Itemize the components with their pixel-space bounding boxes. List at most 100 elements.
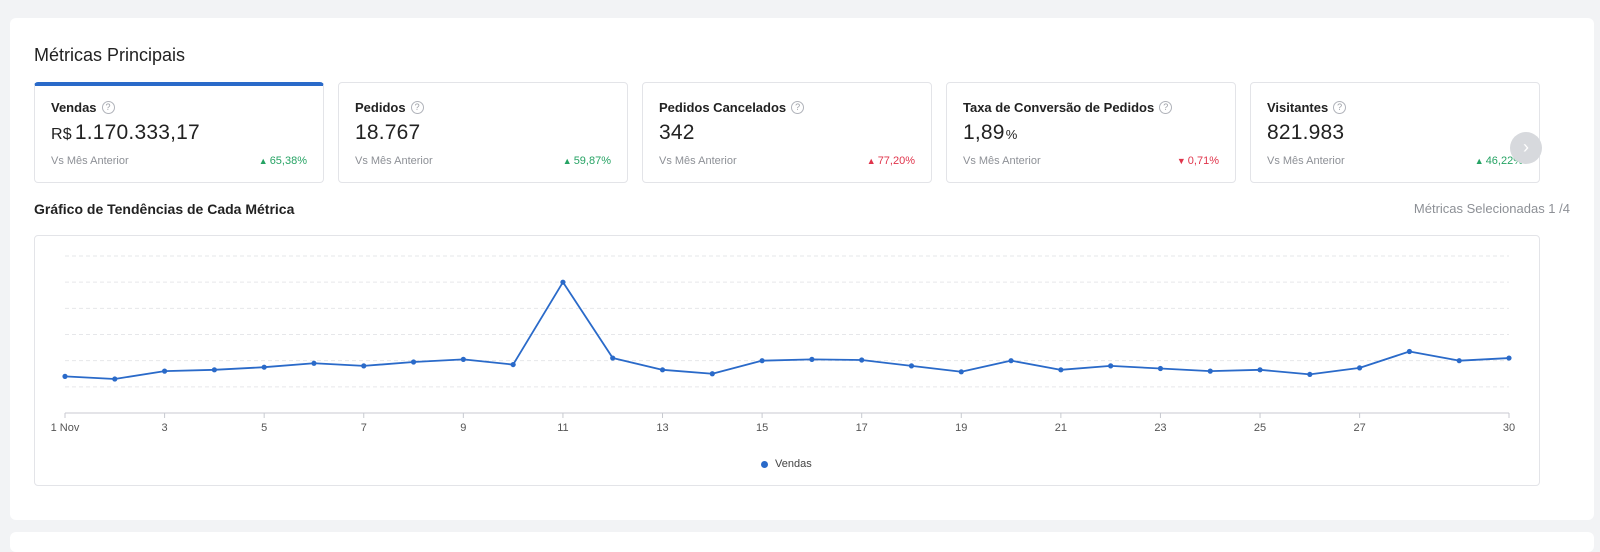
data-point <box>1307 371 1313 378</box>
question-circle-icon[interactable]: ? <box>101 101 115 114</box>
triangle-up-icon: ▲ <box>562 156 572 166</box>
metric-card-5[interactable]: Visitantes? 821.983 Vs Mês Anterior ▲ 46,22% <box>1250 82 1540 183</box>
data-point <box>1506 355 1512 361</box>
metric-delta-value: 59,87% <box>573 155 611 167</box>
x-tick-label: 19 <box>955 422 967 434</box>
x-tick-label: 13 <box>656 422 668 434</box>
data-point <box>1157 365 1164 372</box>
data-point <box>361 363 367 369</box>
question-circle-icon[interactable]: ? <box>410 101 424 114</box>
x-tick-label: 1 Nov <box>51 422 80 434</box>
metric-compare-label: Vs Mês Anterior <box>963 155 1041 167</box>
metric-card-1[interactable]: Vendas? R$ 1.170.333,17 Vs Mês Anterior ▲ 65,… <box>34 82 324 183</box>
x-tick-label: 11 <box>557 422 568 434</box>
panel-title: Métricas Principais <box>34 45 186 65</box>
data-point <box>859 357 865 363</box>
question-circle-icon[interactable]: ? <box>791 101 805 114</box>
chart-legend[interactable]: Vendas <box>761 458 812 470</box>
metric-card-2[interactable]: Pedidos? 18.767 Vs Mês Anterior ▲ 59,87% <box>338 82 628 183</box>
x-tick-label: 17 <box>856 422 868 434</box>
triangle-up-icon: ▲ <box>866 156 876 166</box>
legend-label-vendas: Vendas <box>775 458 812 470</box>
metric-label-text: Pedidos Cancelados <box>659 100 787 115</box>
metric-value-number: 1.170.333,17 <box>74 121 200 144</box>
trend-chart-title: Gráfico de Tendências de Cada Métrica <box>34 201 295 217</box>
metric-value: R$ 1.170.333,17 <box>51 121 200 145</box>
data-point <box>560 279 566 285</box>
x-tick-label: 15 <box>756 422 768 434</box>
metric-compare-label: Vs Mês Anterior <box>659 155 737 167</box>
x-tick-label: 25 <box>1254 422 1266 434</box>
data-point <box>510 361 516 368</box>
metric-value: 821.983 <box>1267 121 1344 145</box>
x-tick-label: 9 <box>460 422 466 434</box>
x-tick-label: 23 <box>1154 422 1166 434</box>
data-point <box>709 371 715 377</box>
data-point <box>1456 358 1462 364</box>
triangle-up-icon: ▲ <box>258 156 268 166</box>
metric-delta: ▲ 77,20% <box>867 155 915 167</box>
trend-chart-svg: 1 Nov 3 5 7 9 11 13 15 17 19 21 23 25 27 30 <box>51 255 1515 434</box>
metric-label-text: Taxa de Conversão de Pedidos <box>963 100 1155 115</box>
data-point <box>161 368 168 374</box>
metric-label-text: Visitantes <box>1267 100 1329 115</box>
x-tick-label: 3 <box>162 422 168 434</box>
data-point <box>1108 363 1114 369</box>
metric-card-4[interactable]: Taxa de Conversão de Pedidos? 1,89% Vs Mês… <box>946 82 1236 183</box>
metric-value: 342 <box>659 121 695 145</box>
metric-compare-label: Vs Mês Anterior <box>51 155 129 167</box>
metric-card-label: Vendas? <box>51 100 115 115</box>
data-point <box>759 358 765 364</box>
data-point <box>1357 365 1363 371</box>
data-point <box>311 360 317 366</box>
metric-compare-label: Vs Mês Anterior <box>1267 155 1345 167</box>
data-point <box>261 364 267 370</box>
trend-chart: 1 Nov 3 5 7 9 11 13 15 17 19 21 23 25 27 30 Vendas <box>34 235 1540 486</box>
metric-value-number: 821.983 <box>1267 121 1345 144</box>
data-point <box>610 355 616 361</box>
metric-compare-label: Vs Mês Anterior <box>355 155 433 167</box>
metric-value-number: 342 <box>659 121 695 144</box>
data-point <box>1008 358 1014 364</box>
data-point <box>908 363 915 369</box>
metric-delta: ▲ 65,38% <box>259 155 307 167</box>
question-circle-icon[interactable]: ? <box>1159 101 1173 114</box>
metric-card-3[interactable]: Pedidos Cancelados? 342 Vs Mês Anterior ▲ 77… <box>642 82 932 183</box>
next-panel-edge <box>10 532 1594 552</box>
metric-card-label: Pedidos? <box>355 100 424 115</box>
main-metrics-panel: Métricas Principais Vendas? R$ 1.170.333,1… <box>10 18 1594 520</box>
data-point <box>809 356 815 362</box>
data-point <box>410 359 417 365</box>
data-point <box>112 376 118 382</box>
chevron-right-icon: › <box>1523 137 1529 157</box>
metric-card-label: Visitantes? <box>1267 100 1347 115</box>
metric-value-number: 1,89 <box>963 121 1005 144</box>
metric-value-suffix: % <box>1005 127 1018 142</box>
metric-value-prefix: R$ <box>51 126 72 143</box>
metric-cards: Vendas? R$ 1.170.333,17 Vs Mês Anterior ▲ 65,… <box>34 82 1582 185</box>
data-point <box>958 369 964 375</box>
x-tick-label: 21 <box>1055 422 1067 434</box>
x-tick-label: 27 <box>1353 422 1365 434</box>
next-cards-button[interactable]: › <box>1510 132 1542 164</box>
metric-delta-value: 0,71% <box>1187 155 1219 167</box>
metric-delta-value: 65,38% <box>269 155 307 167</box>
metric-value-number: 18.767 <box>355 121 421 144</box>
data-point <box>1058 367 1064 373</box>
metric-card-label: Taxa de Conversão de Pedidos? <box>963 100 1173 115</box>
x-tick-label: 5 <box>261 422 267 434</box>
legend-dot-vendas <box>761 460 768 468</box>
data-point <box>211 367 217 373</box>
question-circle-icon[interactable]: ? <box>1333 101 1347 114</box>
series-line-vendas <box>64 281 1510 380</box>
metric-value: 18.767 <box>355 121 420 145</box>
metric-delta: ▼ 0,71% <box>1177 155 1219 167</box>
data-point <box>659 367 666 373</box>
selected-metrics-info[interactable]: Métricas Selecionadas 1 /4 <box>1413 201 1570 216</box>
metric-value: 1,89% <box>963 121 1017 145</box>
data-point <box>62 373 68 379</box>
metric-card-label: Pedidos Cancelados? <box>659 100 805 115</box>
metric-delta-value: 77,20% <box>877 155 915 167</box>
data-point <box>460 356 466 362</box>
triangle-up-icon: ▲ <box>1474 156 1484 166</box>
